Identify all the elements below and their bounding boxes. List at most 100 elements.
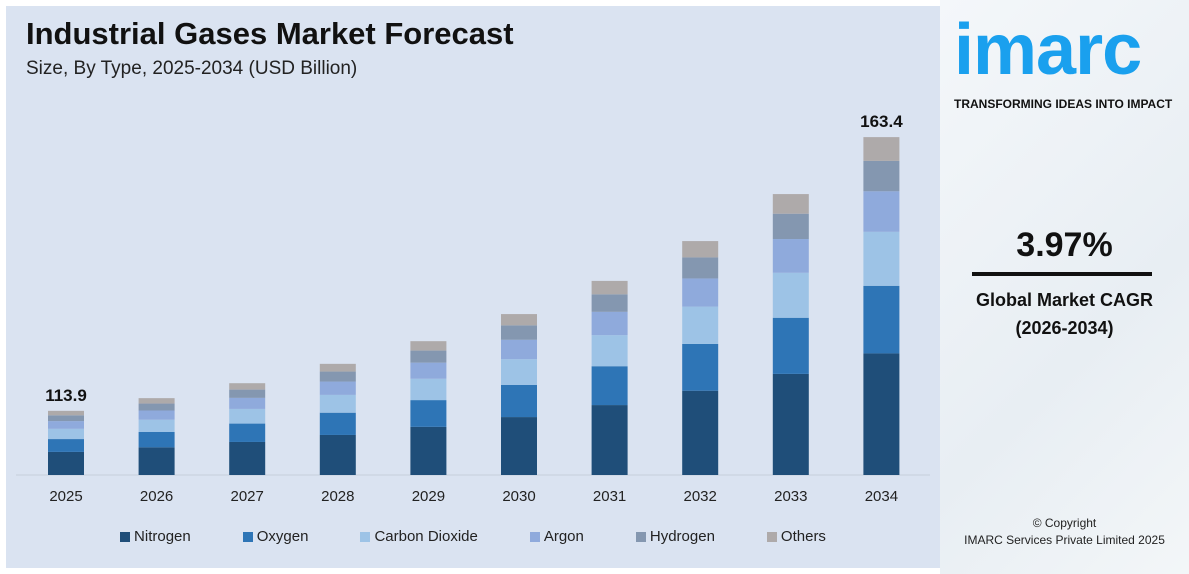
cagr-period: (2026-2034) bbox=[1015, 318, 1114, 338]
bar-segment-nitrogen-2025 bbox=[48, 451, 84, 475]
x-tick-label: 2031 bbox=[593, 488, 626, 505]
bar-segment-oxygen-2027 bbox=[229, 423, 266, 442]
chart-title: Industrial Gases Market Forecast bbox=[26, 16, 514, 51]
stacked-bar-chart: 2025 113.9 2026 2027 2028 2029 2030 2031 2032 203… bbox=[16, 112, 930, 505]
bar-segment-nitrogen-2026 bbox=[138, 447, 175, 475]
x-tick-label: 2032 bbox=[684, 488, 717, 505]
bar-segment-hydrogen-2032 bbox=[682, 257, 719, 279]
legend-swatch bbox=[120, 531, 131, 542]
bar-segment-argon-2025 bbox=[48, 421, 84, 429]
bar-segment-nitrogen-2034 bbox=[863, 353, 900, 475]
bar-segment-hydrogen-2033 bbox=[772, 213, 809, 240]
bar-segment-oxygen-2025 bbox=[48, 439, 84, 452]
bar-segment-hydrogen-2027 bbox=[229, 389, 266, 398]
x-tick-label: 2033 bbox=[774, 488, 807, 505]
legend-swatch bbox=[766, 531, 777, 542]
bar-segment-nitrogen-2030 bbox=[501, 417, 537, 475]
x-tick-label: 2034 bbox=[865, 488, 898, 505]
bar-segment-carbon-dioxide-2027 bbox=[229, 408, 266, 424]
bar-segment-others-2025 bbox=[48, 410, 84, 416]
legend-item: Nitrogen bbox=[120, 528, 191, 545]
legend-label: Hydrogen bbox=[649, 528, 715, 545]
bar-segment-carbon-dioxide-2032 bbox=[682, 306, 719, 344]
bar-segment-argon-2027 bbox=[229, 397, 266, 409]
bar-segment-carbon-dioxide-2028 bbox=[319, 394, 356, 413]
bar-segment-argon-2034 bbox=[863, 191, 900, 232]
imarc-logo: imarc bbox=[954, 10, 1142, 90]
legend-label: Nitrogen bbox=[134, 528, 191, 545]
x-tick-label: 2026 bbox=[140, 488, 173, 505]
legend-item: Hydrogen bbox=[635, 528, 715, 545]
cagr-value: 3.97% bbox=[1016, 226, 1113, 264]
legend: Nitrogen Oxygen Carbon Dioxide Argon Hydroge… bbox=[6, 528, 940, 545]
bar-segment-oxygen-2029 bbox=[410, 400, 447, 427]
bar-segment-nitrogen-2028 bbox=[319, 434, 356, 475]
legend-label: Oxygen bbox=[256, 528, 309, 545]
bar-segment-hydrogen-2025 bbox=[48, 415, 84, 422]
bar-segment-hydrogen-2031 bbox=[591, 294, 628, 312]
legend-item: Carbon Dioxide bbox=[360, 528, 478, 545]
bar-segment-others-2028 bbox=[319, 363, 356, 372]
bar-segment-argon-2028 bbox=[319, 381, 356, 395]
tagline: TRANSFORMING IDEAS INTO IMPACT bbox=[954, 97, 1173, 111]
bar-segment-others-2033 bbox=[772, 194, 809, 214]
chart-subtitle: Size, By Type, 2025-2034 (USD Billion) bbox=[26, 58, 358, 79]
x-tick-label: 2030 bbox=[502, 488, 535, 505]
bar-segment-hydrogen-2034 bbox=[863, 160, 900, 192]
bar-segment-others-2026 bbox=[138, 398, 175, 404]
total-label: 163.4 bbox=[860, 112, 903, 131]
bar-segment-argon-2030 bbox=[501, 339, 537, 360]
bar-segment-nitrogen-2031 bbox=[591, 405, 628, 475]
bar-segment-oxygen-2030 bbox=[501, 384, 537, 418]
legend-item: Others bbox=[766, 528, 826, 545]
bar-segment-oxygen-2028 bbox=[319, 412, 356, 435]
bar-segment-argon-2033 bbox=[772, 239, 809, 273]
x-tick-label: 2027 bbox=[231, 488, 264, 505]
bar-segment-oxygen-2033 bbox=[772, 317, 809, 374]
legend-label: Others bbox=[780, 528, 826, 545]
bar-segment-others-2032 bbox=[682, 241, 719, 258]
legend-item: Oxygen bbox=[242, 528, 309, 545]
bar-segment-nitrogen-2027 bbox=[229, 441, 266, 475]
legend-label: Carbon Dioxide bbox=[374, 528, 478, 545]
bar-segment-argon-2032 bbox=[682, 278, 719, 307]
bar-segment-oxygen-2026 bbox=[138, 432, 175, 448]
legend-swatch bbox=[635, 531, 646, 542]
bar-segment-oxygen-2032 bbox=[682, 343, 719, 391]
copyright-owner: IMARC Services Private Limited 2025 bbox=[964, 533, 1165, 547]
bar-segment-oxygen-2031 bbox=[591, 366, 628, 406]
bar-segment-carbon-dioxide-2031 bbox=[591, 335, 628, 367]
chart-panel: Industrial Gases Market Forecast Size, B… bbox=[6, 6, 940, 568]
bar-segment-carbon-dioxide-2034 bbox=[863, 231, 900, 286]
bar-segment-hydrogen-2029 bbox=[410, 350, 447, 363]
cagr-label: Global Market CAGR bbox=[975, 290, 1154, 310]
legend-swatch bbox=[242, 531, 253, 542]
bar-segment-carbon-dioxide-2026 bbox=[138, 419, 175, 433]
legend-item: Argon bbox=[529, 528, 584, 545]
bar-segment-others-2031 bbox=[591, 280, 628, 295]
copyright: © Copyright bbox=[1032, 516, 1097, 530]
legend-swatch bbox=[360, 531, 371, 542]
side-panel: imarc TRANSFORMING IDEAS INTO IMPACT 3.9… bbox=[940, 0, 1189, 574]
bar-segment-hydrogen-2028 bbox=[319, 371, 356, 382]
legend-swatch bbox=[529, 531, 540, 542]
bar-segment-carbon-dioxide-2029 bbox=[410, 378, 447, 401]
bar-segment-argon-2029 bbox=[410, 362, 447, 379]
bar-segment-nitrogen-2029 bbox=[410, 426, 447, 475]
x-tick-label: 2028 bbox=[321, 488, 354, 505]
bar-segment-others-2034 bbox=[863, 137, 900, 161]
legend-label: Argon bbox=[543, 528, 584, 545]
bar-segment-oxygen-2034 bbox=[863, 285, 900, 354]
bar-segment-others-2030 bbox=[501, 314, 537, 326]
bar-segment-argon-2026 bbox=[138, 410, 175, 420]
bar-segment-carbon-dioxide-2033 bbox=[772, 272, 809, 318]
x-tick-label: 2025 bbox=[49, 488, 82, 505]
bar-segment-nitrogen-2033 bbox=[772, 373, 809, 475]
bar-segment-hydrogen-2030 bbox=[501, 325, 537, 340]
bar-segment-others-2029 bbox=[410, 341, 447, 351]
bar-segment-others-2027 bbox=[229, 383, 266, 390]
divider bbox=[972, 272, 1152, 276]
bar-segment-carbon-dioxide-2025 bbox=[48, 428, 84, 440]
total-label: 113.9 bbox=[45, 386, 87, 405]
bar-segment-hydrogen-2026 bbox=[138, 403, 175, 411]
